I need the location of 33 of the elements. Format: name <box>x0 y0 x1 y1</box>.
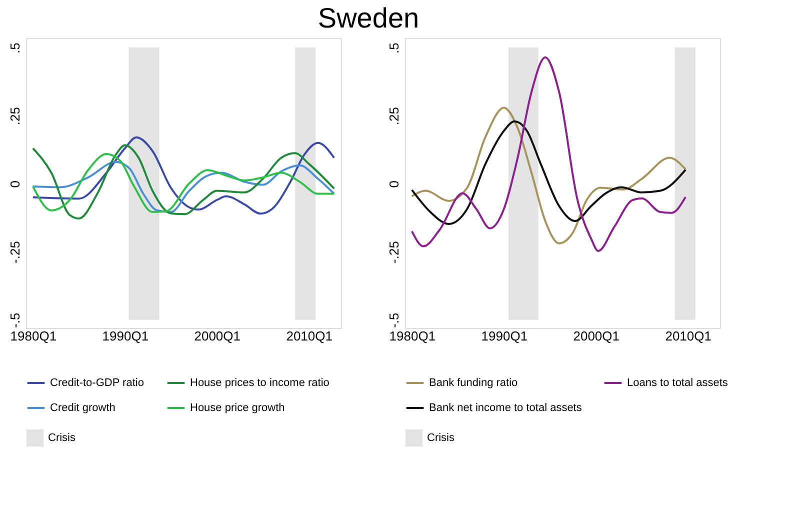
y-tick-label: .5 <box>386 42 402 54</box>
legend-label: Credit-to-GDP ratio <box>50 377 144 389</box>
line-series <box>32 136 336 215</box>
line-series <box>32 144 336 220</box>
y-tick-label: -.5 <box>386 312 402 328</box>
x-tick-label: 1980Q1 <box>10 328 57 344</box>
x-tick-label: 2000Q1 <box>573 328 620 344</box>
legend-label: Crisis <box>48 432 76 444</box>
x-tick-label: 2010Q1 <box>286 328 332 344</box>
x-tick-label: 1990Q1 <box>481 328 528 344</box>
line-series <box>410 56 687 252</box>
y-tick-label: -.25 <box>386 241 402 264</box>
legend-label: Credit growth <box>50 402 116 414</box>
legend-label: Bank funding ratio <box>429 377 518 389</box>
line-series <box>410 106 687 244</box>
x-tick-label: 1990Q1 <box>102 328 149 344</box>
x-tick-label: 1980Q1 <box>389 328 436 344</box>
legend-label: Crisis <box>427 432 455 444</box>
y-tick-label: .25 <box>8 107 22 126</box>
y-tick-label: .5 <box>8 42 22 54</box>
y-tick-label: -.25 <box>8 241 22 264</box>
x-tick-label: 2010Q1 <box>665 328 712 344</box>
legend-label: House price growth <box>190 402 285 414</box>
legend-label: Bank net income to total assets <box>429 402 582 414</box>
y-tick-label: -.5 <box>8 312 22 328</box>
legend-label: House prices to income ratio <box>190 377 330 389</box>
y-tick-label: 0 <box>386 180 402 188</box>
legend-label: Loans to total assets <box>627 377 728 389</box>
y-tick-label: .25 <box>386 107 402 126</box>
chart-title: Sweden <box>318 2 420 34</box>
y-tick-label: 0 <box>8 180 22 188</box>
x-tick-label: 2000Q1 <box>194 328 240 344</box>
line-series <box>410 120 687 225</box>
